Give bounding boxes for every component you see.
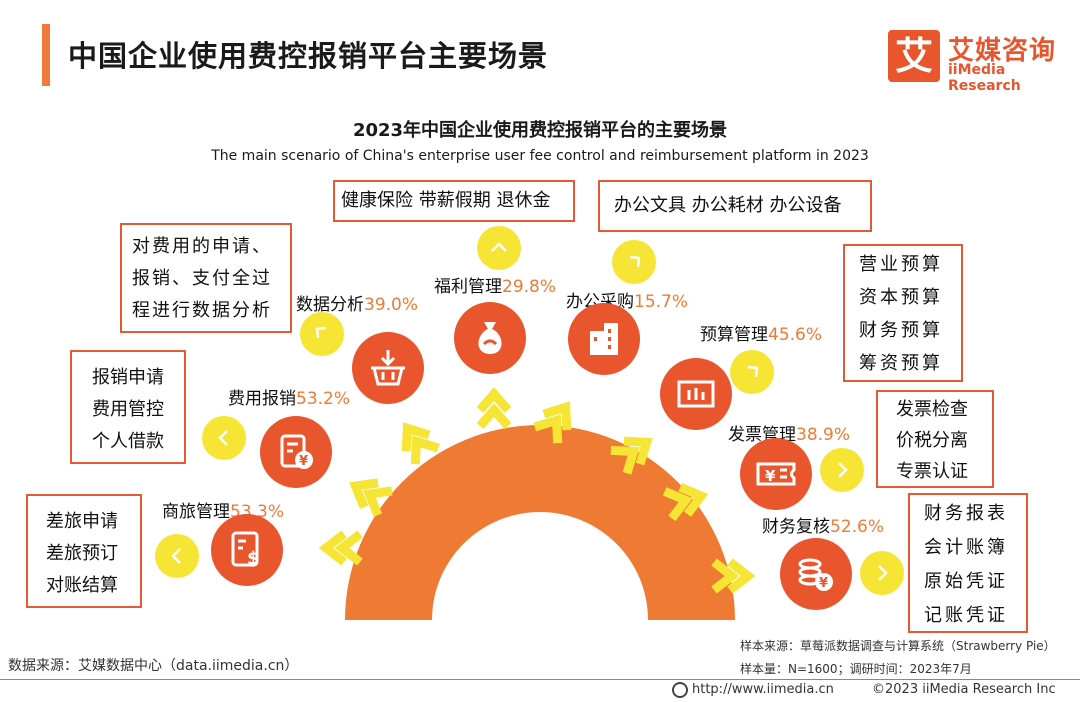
title-accent-bar [42,24,50,86]
chevron-right-icon [662,483,709,522]
node-budget [660,358,732,430]
detail-box-expense-reimbursement: 报销申请 费用管控 个人借款 [70,350,186,464]
scenario-value: 53.2% [296,389,351,409]
svg-text:¥: ¥ [765,467,776,485]
node-office-procurement [568,303,640,375]
arrow-dot-business-travel [155,534,199,578]
arrow-dot-invoice [820,448,864,492]
detail-box-budget: 营业预算 资本预算 财务预算 筹资预算 [843,244,963,382]
scenario-value: 39.0% [364,295,419,315]
logo-cn: 艾媒咨询 [948,36,1057,66]
scenario-label-financial-review: 财务复核52.6% [762,517,885,537]
scenario-value: 38.9% [796,425,851,445]
logo-en: iiMedia Research [948,62,1021,94]
svg-text:$: $ [247,548,260,569]
arrow-dot-expense-reimbursement [202,416,246,460]
office-building-icon [590,323,618,355]
money-bag-icon [478,322,502,354]
receipt-dollar-icon: $ [231,531,260,569]
scenario-value: 29.8% [502,277,557,297]
scenario-label-welfare: 福利管理29.8% [434,277,557,297]
iimedia-logo-icon: 艾 [888,30,940,82]
page-title: 中国企业使用费控报销平台主要场景 [68,39,549,73]
chevron-right-icon [878,565,888,581]
node-data-analysis [352,332,424,404]
chevron-upright-icon [629,255,641,268]
ticket-yen-icon: ¥ [756,462,796,486]
copyright: ©2023 iiMedia Research Inc [872,682,1056,697]
footer-divider [0,679,1080,680]
chart-title: 2023年中国企业使用费控报销平台的主要场景 [352,120,728,141]
central-arc [345,425,735,620]
chevron-up-icon [491,242,507,252]
sample-size: 样本量：N=1600；调研时间：2023年7月 [740,662,972,676]
scenario-label-expense-reimbursement: 费用报销53.2% [228,389,351,409]
detail-box-business-travel: 差旅申请 差旅预订 对账结算 [26,494,142,608]
scenario-value: 45.6% [768,325,823,345]
invoice-yen-icon: ¥ [280,434,313,469]
arrow-dot-welfare [477,226,521,270]
chevron-upright-icon [533,401,572,444]
detail-box-office-procurement: 办公文具 办公耗材 办公设备 [598,180,872,232]
node-welfare [454,302,526,374]
budget-board-icon [677,380,715,408]
detail-box-welfare: 健康保险 带薪假期 退休金 [333,180,575,222]
chevron-right-icon [711,558,756,594]
svg-text:¥: ¥ [299,454,308,469]
chevron-upleft-icon [315,326,327,339]
chevron-up-icon [476,387,512,429]
chevron-left-icon [171,548,181,564]
data-source: 数据来源：艾媒数据中心（data.iimedia.cn） [8,658,299,674]
coins-yen-icon: ¥ [798,558,833,591]
scenario-value: 52.6% [830,517,885,537]
globe-icon [672,682,688,698]
detail-box-invoice: 发票检查 价税分离 专票认证 [876,390,994,488]
chevron-left-icon [218,430,228,446]
chart-subtitle: The main scenario of China's enterprise … [211,148,869,164]
arrow-dot-data-analysis [300,312,344,356]
chevron-left-icon [318,530,363,566]
chevron-upleft-icon [401,422,440,465]
scenario-label-data-analysis: 数据分析39.0% [296,295,419,315]
chevron-right-icon [838,462,848,478]
node-financial-review: ¥ [780,538,852,610]
arrow-dot-office-procurement [612,240,656,284]
site-url[interactable]: http://www.iimedia.cn [692,682,834,697]
svg-text:¥: ¥ [819,576,828,591]
scenario-value: 15.7% [634,292,689,312]
chevron-upright-icon [610,436,653,475]
chevron-upleft-icon [349,478,393,517]
center-label: 费控报销系统 [452,566,572,590]
scenario-label-budget: 预算管理45.6% [700,325,823,345]
arrow-dot-financial-review [860,551,904,595]
detail-box-data-analysis: 对费用的申请、 报销、支付全过 程进行数据分析 [120,223,292,333]
node-invoice: ¥ [740,438,812,510]
basket-download-icon [371,350,405,386]
chevron-upright-icon [747,365,759,378]
node-expense-reimbursement: ¥ [260,416,332,488]
node-business-travel: $ [211,514,283,586]
arrow-dot-budget [730,350,774,394]
detail-box-financial-review: 财务报表 会计账簿 原始凭证 记账凭证 [908,493,1028,633]
sample-source: 样本来源：草莓派数据调查与计算系统（Strawberry Pie） [740,639,1056,653]
